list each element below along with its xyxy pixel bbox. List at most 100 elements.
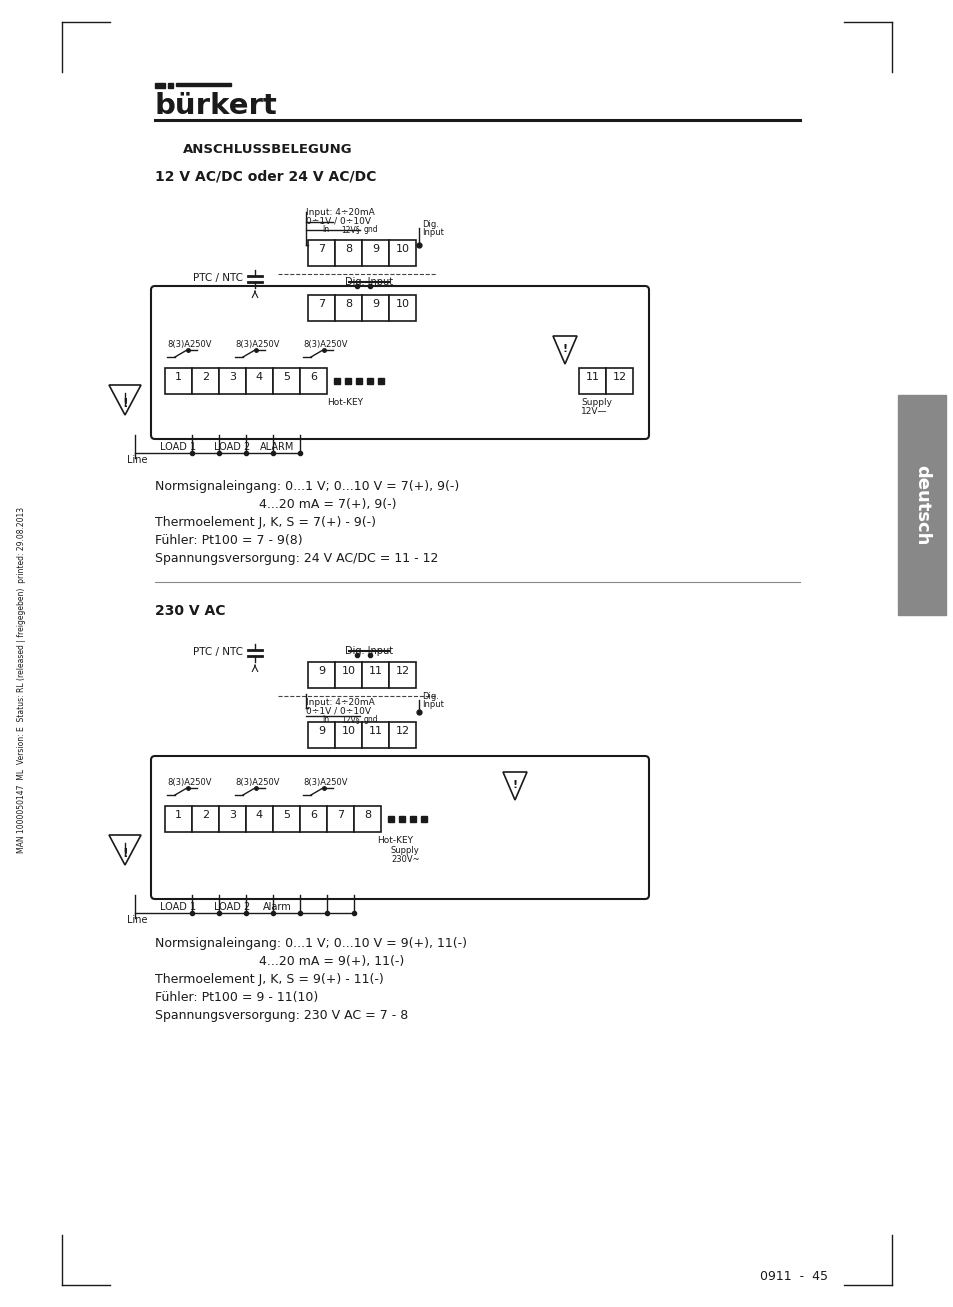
Text: Fühler: Pt100 = 7 - 9(8): Fühler: Pt100 = 7 - 9(8) <box>154 535 302 548</box>
Text: 8(3)A250V: 8(3)A250V <box>167 340 212 349</box>
FancyBboxPatch shape <box>151 286 648 439</box>
Text: 9: 9 <box>372 244 378 254</box>
Bar <box>389 663 416 687</box>
Bar <box>168 84 172 88</box>
Bar <box>165 369 192 393</box>
Text: 10: 10 <box>395 244 409 254</box>
Text: Dig. Input: Dig. Input <box>345 277 393 288</box>
Text: 10: 10 <box>341 667 355 676</box>
Text: 4...20 mA = 9(+), 11(-): 4...20 mA = 9(+), 11(-) <box>154 955 404 968</box>
Text: !: ! <box>122 847 128 860</box>
Text: 4: 4 <box>255 810 263 819</box>
Text: 12V§: 12V§ <box>340 225 359 234</box>
Text: 3: 3 <box>229 810 235 819</box>
Text: LOAD 1: LOAD 1 <box>160 902 196 912</box>
Text: 6: 6 <box>310 372 316 382</box>
Text: Dig.: Dig. <box>421 220 438 229</box>
Text: 2: 2 <box>202 810 209 819</box>
Text: ANSCHLUSSBELEGUNG: ANSCHLUSSBELEGUNG <box>183 142 353 156</box>
Text: 12V—: 12V— <box>580 406 607 416</box>
Bar <box>335 240 361 267</box>
Text: 1: 1 <box>174 810 182 819</box>
Text: Dig.: Dig. <box>421 691 438 701</box>
Bar <box>219 806 246 833</box>
Text: gnd: gnd <box>364 715 378 724</box>
Text: 5: 5 <box>283 810 290 819</box>
Text: gnd: gnd <box>364 225 378 234</box>
Bar <box>273 806 299 833</box>
Text: PTC / NTC: PTC / NTC <box>193 647 243 657</box>
Text: 2: 2 <box>202 372 209 382</box>
Text: Supply: Supply <box>391 846 419 855</box>
Bar <box>308 240 335 267</box>
Text: 10: 10 <box>341 725 355 736</box>
Text: bürkert: bürkert <box>154 91 277 120</box>
Text: 7: 7 <box>317 299 325 308</box>
Text: 8(3)A250V: 8(3)A250V <box>303 340 347 349</box>
Text: Input: Input <box>421 227 443 237</box>
Text: Thermoelement J, K, S = 9(+) - 11(-): Thermoelement J, K, S = 9(+) - 11(-) <box>154 972 383 985</box>
Bar <box>897 395 945 616</box>
Text: In: In <box>322 715 329 724</box>
Text: Spannungsversorgung: 24 V AC/DC = 11 - 12: Spannungsversorgung: 24 V AC/DC = 11 - 1… <box>154 552 438 565</box>
Text: 12 V AC/DC oder 24 V AC/DC: 12 V AC/DC oder 24 V AC/DC <box>154 170 376 184</box>
Text: 0÷1V / 0÷10V: 0÷1V / 0÷10V <box>306 706 371 715</box>
Bar <box>192 369 219 393</box>
Bar <box>299 806 327 833</box>
Text: Thermoelement J, K, S = 7(+) - 9(-): Thermoelement J, K, S = 7(+) - 9(-) <box>154 516 375 529</box>
Text: 12V§: 12V§ <box>340 715 359 724</box>
Text: Spannungsversorgung: 230 V AC = 7 - 8: Spannungsversorgung: 230 V AC = 7 - 8 <box>154 1009 408 1022</box>
Text: !: ! <box>562 344 567 354</box>
Text: 8(3)A250V: 8(3)A250V <box>167 778 212 787</box>
Text: 230 V AC: 230 V AC <box>154 604 225 618</box>
Text: Alarm: Alarm <box>262 902 291 912</box>
Text: 11: 11 <box>368 667 382 676</box>
Text: 8: 8 <box>345 244 352 254</box>
Text: 8: 8 <box>363 810 371 819</box>
Text: 5: 5 <box>283 372 290 382</box>
Text: !: ! <box>122 397 128 410</box>
Bar <box>154 84 165 88</box>
Text: Normsignaleingang: 0...1 V; 0...10 V = 9(+), 11(-): Normsignaleingang: 0...1 V; 0...10 V = 9… <box>154 937 467 950</box>
Text: LOAD 2: LOAD 2 <box>214 902 251 912</box>
Bar <box>246 806 273 833</box>
Bar <box>354 806 380 833</box>
Text: LOAD 2: LOAD 2 <box>214 442 251 452</box>
Text: Line: Line <box>127 455 148 465</box>
Bar <box>335 721 361 748</box>
Text: In: In <box>322 225 329 234</box>
Text: 4: 4 <box>255 372 263 382</box>
Text: 12: 12 <box>395 667 409 676</box>
Text: Input: 4÷20mA: Input: 4÷20mA <box>306 208 375 217</box>
Text: 4...20 mA = 7(+), 9(-): 4...20 mA = 7(+), 9(-) <box>154 498 396 511</box>
Text: Hot-KEY: Hot-KEY <box>376 836 413 846</box>
Text: 11: 11 <box>368 725 382 736</box>
Text: Hot-KEY: Hot-KEY <box>327 399 363 406</box>
Text: 12: 12 <box>395 725 409 736</box>
Text: PTC / NTC: PTC / NTC <box>193 273 243 284</box>
Bar <box>335 663 361 687</box>
Text: ALARM: ALARM <box>259 442 294 452</box>
Bar <box>327 806 354 833</box>
Bar <box>389 240 416 267</box>
Text: 1: 1 <box>174 372 182 382</box>
Text: deutsch: deutsch <box>912 465 930 545</box>
Text: 0911  -  45: 0911 - 45 <box>760 1270 827 1283</box>
Text: Supply: Supply <box>580 399 612 406</box>
Bar <box>308 295 335 322</box>
Text: Dig. Input: Dig. Input <box>345 646 393 656</box>
Bar <box>219 369 246 393</box>
Text: 8: 8 <box>345 299 352 308</box>
Text: 10: 10 <box>395 299 409 308</box>
Bar <box>246 369 273 393</box>
Text: Normsignaleingang: 0...1 V; 0...10 V = 7(+), 9(-): Normsignaleingang: 0...1 V; 0...10 V = 7… <box>154 480 458 493</box>
Text: 8(3)A250V: 8(3)A250V <box>303 778 347 787</box>
Bar <box>165 806 192 833</box>
Bar <box>192 806 219 833</box>
Bar <box>389 295 416 322</box>
Bar <box>361 295 389 322</box>
Bar <box>299 369 327 393</box>
Text: 0÷1V / 0÷10V: 0÷1V / 0÷10V <box>306 216 371 225</box>
Bar <box>578 369 605 393</box>
Text: Input: 4÷20mA: Input: 4÷20mA <box>306 698 375 707</box>
